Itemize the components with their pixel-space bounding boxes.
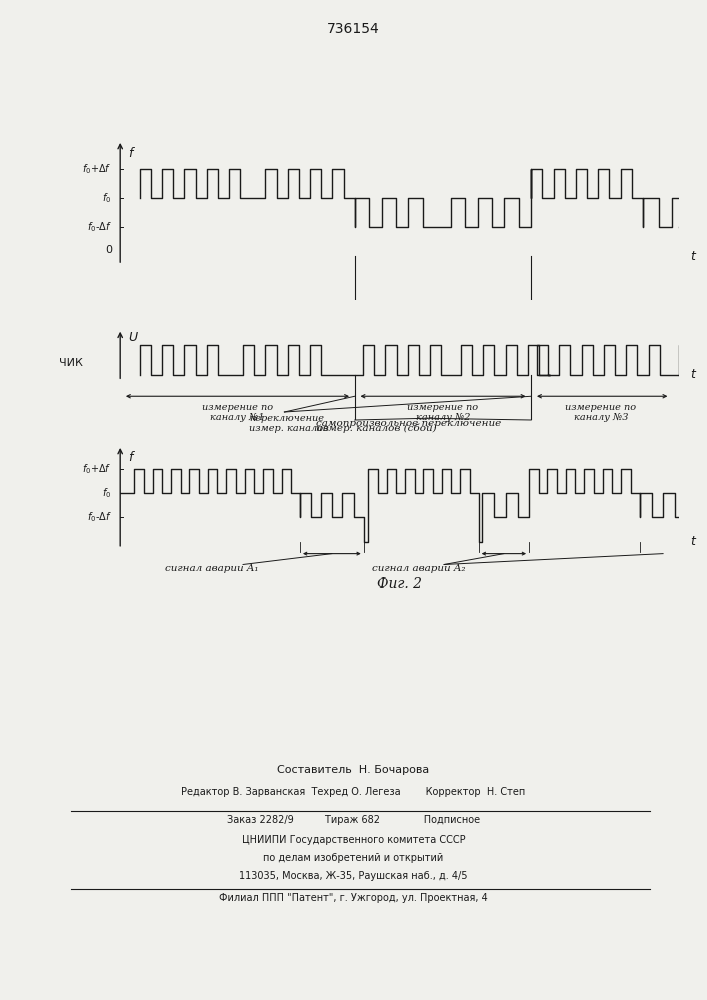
Text: Фиг. 2: Фиг. 2 — [377, 577, 422, 591]
Text: измер. каналов (сбой): измер. каналов (сбой) — [315, 424, 436, 433]
Text: $f_0$: $f_0$ — [103, 191, 112, 205]
Text: $f_0$: $f_0$ — [103, 486, 112, 500]
Text: $f_0$-$\Delta f$: $f_0$-$\Delta f$ — [87, 511, 112, 524]
Text: Филиал ППП "Патент", г. Ужгород, ул. Проектная, 4: Филиал ППП "Патент", г. Ужгород, ул. Про… — [219, 893, 488, 903]
Text: f: f — [129, 147, 133, 160]
Text: U: U — [129, 331, 138, 344]
Text: самопроизвольное переключение: самопроизвольное переключение — [315, 419, 501, 428]
Text: Редактор В. Зарванская  Техред О. Легеза        Корректор  Н. Степ: Редактор В. Зарванская Техред О. Легеза … — [182, 787, 525, 797]
Text: Составитель  Н. Бочарова: Составитель Н. Бочарова — [277, 765, 430, 775]
Text: сигнал аварии A₁: сигнал аварии A₁ — [165, 564, 258, 573]
Text: измерение по
каналу №1: измерение по каналу №1 — [202, 402, 273, 422]
Text: переключение
измер. каналов: переключение измер. каналов — [249, 414, 329, 433]
Text: 113035, Москва, Ж-35, Раушская наб., д. 4/5: 113035, Москва, Ж-35, Раушская наб., д. … — [239, 871, 468, 881]
Text: 0: 0 — [105, 245, 112, 255]
Text: по делам изобретений и открытий: по делам изобретений и открытий — [264, 853, 443, 863]
Text: ЦНИИПИ Государственного комитета СССР: ЦНИИПИ Государственного комитета СССР — [242, 835, 465, 845]
Text: t: t — [690, 368, 695, 381]
Text: измерение по
каналу №3: измерение по каналу №3 — [565, 402, 636, 422]
Text: сигнал аварии A₂: сигнал аварии A₂ — [372, 564, 465, 573]
Text: измерение по
каналу №2: измерение по каналу №2 — [407, 402, 479, 422]
Text: $f_0$+$\Delta f$: $f_0$+$\Delta f$ — [82, 162, 112, 176]
Text: t: t — [690, 250, 695, 263]
Text: 736154: 736154 — [327, 22, 380, 36]
Text: $f_0$+$\Delta f$: $f_0$+$\Delta f$ — [82, 462, 112, 476]
Text: ЧИК: ЧИК — [59, 358, 83, 367]
Text: t: t — [690, 535, 695, 548]
Text: Заказ 2282/9          Тираж 682              Подписное: Заказ 2282/9 Тираж 682 Подписное — [227, 815, 480, 825]
Text: f: f — [129, 451, 133, 464]
Text: $f_0$-$\Delta f$: $f_0$-$\Delta f$ — [87, 220, 112, 234]
